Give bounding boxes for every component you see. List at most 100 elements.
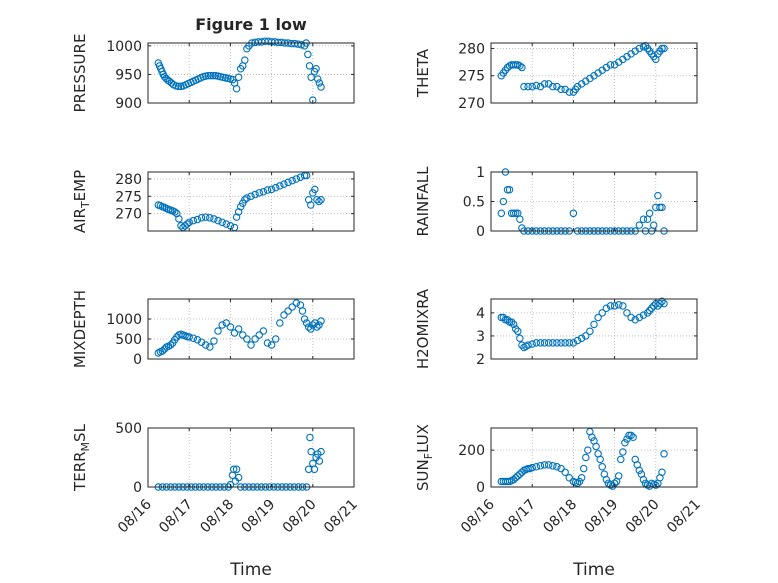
y-tick-label: 270 (115, 207, 142, 223)
data-point (654, 191, 662, 200)
data-point (218, 218, 226, 227)
data-point (305, 62, 314, 70)
data-point (635, 313, 644, 322)
data-point (514, 327, 522, 336)
data-point (175, 215, 183, 223)
y-axis-label: TERRMSL (71, 423, 92, 492)
data-point (174, 82, 183, 91)
data-point (214, 327, 222, 335)
x-tick-label: 08/17 (499, 497, 539, 537)
data-point (209, 71, 217, 80)
data-point (639, 311, 648, 319)
data-point (528, 82, 536, 91)
data-point (658, 468, 666, 476)
data-point (171, 208, 179, 216)
data-point (505, 318, 514, 326)
data-point (259, 188, 268, 196)
data-point (317, 196, 325, 204)
data-point (511, 209, 520, 218)
data-point (524, 464, 532, 473)
data-point (499, 197, 508, 206)
data-point (276, 319, 284, 327)
data-point (243, 335, 251, 343)
data-point (497, 313, 506, 322)
data-point (606, 302, 615, 310)
data-point (569, 339, 578, 347)
data-point (652, 481, 660, 489)
data-point (656, 299, 664, 308)
subplot-2: 270 275 280 THETA (414, 41, 698, 112)
data-point (271, 335, 280, 343)
data-point (210, 337, 218, 345)
data-point (185, 218, 193, 227)
data-point (598, 309, 606, 317)
y-tick-label: 0 (476, 224, 485, 240)
y-tick-label: 275 (458, 69, 485, 85)
data-point (536, 339, 545, 347)
y-label-subscript: T (79, 201, 92, 209)
data-point (544, 339, 553, 347)
data-point (596, 455, 604, 464)
x-tick-label: 08/16 (115, 496, 155, 536)
data-point (294, 40, 302, 48)
y-tick-label: 0 (133, 480, 142, 496)
y-label-main: H2OMIXRA (414, 288, 432, 369)
data-point (565, 474, 574, 482)
data-point (509, 475, 518, 484)
data-point (297, 40, 306, 49)
y-axis-label: AIRTEMP (71, 170, 92, 233)
subplot-4: 0 0.5 1 RAINFALL (414, 165, 698, 240)
data-point (621, 438, 629, 447)
data-point (509, 209, 518, 218)
data-point (532, 81, 541, 90)
y-tick-label: 3 (476, 329, 485, 345)
data-point (298, 307, 307, 315)
y-tick-label: 1 (476, 165, 485, 181)
data-point (243, 194, 251, 202)
data-point (520, 82, 528, 91)
data-point (315, 197, 323, 206)
data-point (288, 303, 296, 311)
x-tick-label: 08/20 (280, 497, 320, 537)
data-point (218, 321, 226, 329)
data-point (514, 472, 522, 480)
data-point (230, 223, 239, 232)
data-point (532, 339, 541, 347)
data-point (575, 477, 584, 486)
data-point (247, 341, 255, 349)
data-point (234, 73, 243, 82)
data-point (158, 347, 167, 355)
data-point (241, 56, 249, 64)
data-point (627, 431, 635, 440)
data-point (288, 176, 296, 185)
y-label-main: TERR (71, 451, 89, 492)
data-point (511, 474, 520, 482)
data-point (619, 302, 627, 310)
data-point (292, 299, 301, 307)
data-point (503, 316, 512, 324)
data-point (276, 182, 284, 190)
data-point (617, 455, 625, 464)
data-point (304, 465, 313, 474)
data-point (565, 339, 574, 347)
data-point (193, 336, 202, 344)
data-point (586, 327, 594, 336)
data-point (649, 302, 658, 310)
data-point (239, 331, 247, 339)
data-point (516, 470, 524, 478)
data-point (557, 464, 565, 473)
axes-box (147, 171, 355, 232)
data-point (561, 468, 569, 476)
y-tick-label: 950 (115, 67, 142, 83)
subplot-6: 2 3 4 H2OMIXRA (414, 288, 698, 369)
data-point (255, 189, 263, 197)
data-point (614, 301, 623, 309)
subplot-8: 0 200 SUNFLUX 08/16 08/17 08/18 08/19 08/20 08/2… (414, 424, 704, 536)
axes-box (147, 42, 355, 104)
data-point (313, 323, 321, 331)
y-label-main: RAINFALL (414, 166, 432, 237)
data-point (582, 332, 590, 340)
axes-box (490, 42, 698, 104)
